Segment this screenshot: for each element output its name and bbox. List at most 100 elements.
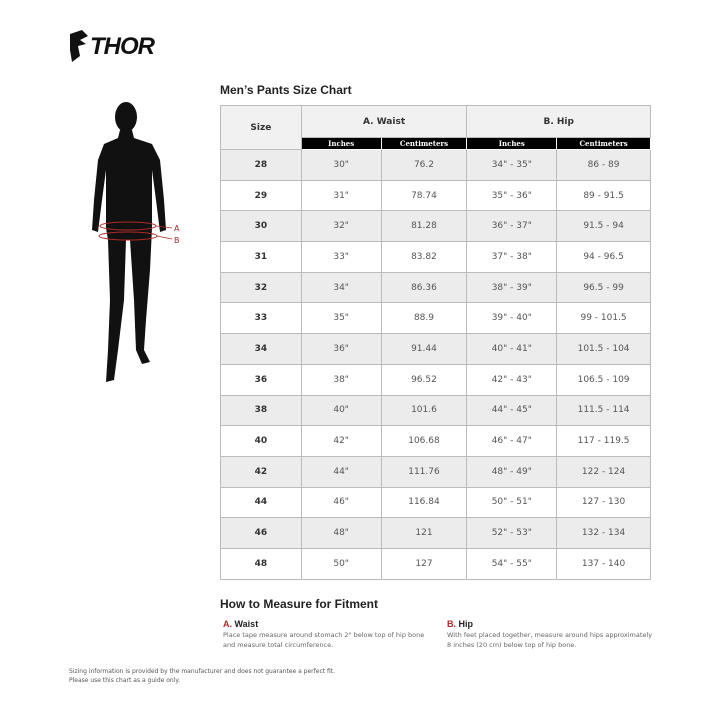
waist-cm-cell: 81.28: [380, 210, 468, 243]
waist-cm-cell: 83.82: [380, 241, 468, 273]
table-row: 36 38" 96.52 42" - 43" 106.5 - 109: [220, 363, 651, 396]
body-silhouette: A B: [92, 102, 180, 382]
table-row: 29 31" 78.74 35" - 36" 89 - 91.5: [220, 179, 651, 212]
waist-cm-cell: 106.68: [380, 425, 468, 457]
hip-instructions: B. Hip With feet placed together, measur…: [447, 619, 657, 650]
hip-cm-cell: 86 - 89: [556, 149, 651, 181]
waist-instructions: A. Waist Place tape measure around stoma…: [223, 619, 433, 650]
size-cell: 38: [220, 394, 302, 427]
waist-inches-cell: 38": [300, 363, 382, 396]
subheader: Centimeters: [380, 137, 468, 150]
waist-cm-cell: 91.44: [380, 333, 468, 365]
thor-logo: THOR: [68, 30, 173, 64]
waist-cm-cell: 127: [380, 547, 468, 580]
hip-cm-cell: 96.5 - 99: [556, 271, 651, 304]
hip-cm-cell: 99 - 101.5: [556, 302, 651, 335]
size-cell: 46: [220, 517, 302, 549]
waist-inches-cell: 46": [300, 486, 382, 519]
waist-inches-cell: 31": [300, 179, 382, 212]
table-row: 28 30" 76.2 34" - 35" 86 - 89: [220, 149, 651, 181]
subheader: Centimeters: [556, 137, 651, 150]
table-row: 48 50" 127 54" - 55" 137 - 140: [220, 547, 651, 580]
hip-cm-cell: 101.5 - 104: [556, 333, 651, 365]
table-row: 40 42" 106.68 46" - 47" 117 - 119.5: [220, 425, 651, 457]
table-row: 32 34" 86.36 38" - 39" 96.5 - 99: [220, 271, 651, 304]
hip-inches-cell: 44" - 45": [466, 394, 558, 427]
hip-inches-cell: 54" - 55": [466, 547, 558, 580]
waist-inches-cell: 33": [300, 241, 382, 273]
table-row: 46 48" 121 52" - 53" 132 - 134: [220, 517, 651, 549]
label-a: A: [174, 224, 180, 233]
waist-text: Place tape measure around stomach 2" bel…: [223, 631, 425, 649]
table-row: 30 32" 81.28 36" - 37" 91.5 - 94: [220, 210, 651, 243]
hip-text: With feet placed together, measure aroun…: [447, 631, 653, 649]
hip-cm-cell: 106.5 - 109: [556, 363, 651, 396]
hip-inches-cell: 36" - 37": [466, 210, 558, 243]
label-b: B: [174, 236, 180, 245]
hip-cm-cell: 127 - 130: [556, 486, 651, 519]
waist-inches-cell: 42": [300, 425, 382, 457]
table-row: 33 35" 88.9 39" - 40" 99 - 101.5: [220, 302, 651, 335]
subheader: Inches: [300, 137, 382, 150]
waist-cm-cell: 116.84: [380, 486, 468, 519]
disclaimer: Sizing information is provided by the ma…: [69, 667, 335, 685]
waist-inches-cell: 48": [300, 517, 382, 549]
waist-inches-cell: 44": [300, 455, 382, 488]
waist-cm-cell: 101.6: [380, 394, 468, 427]
table-row: 31 33" 83.82 37" - 38" 94 - 96.5: [220, 241, 651, 273]
size-cell: 31: [220, 241, 302, 273]
hip-inches-cell: 50" - 51": [466, 486, 558, 519]
size-cell: 42: [220, 455, 302, 488]
hip-cm-cell: 117 - 119.5: [556, 425, 651, 457]
hip-cm-cell: 111.5 - 114: [556, 394, 651, 427]
table-row: 44 46" 116.84 50" - 51" 127 - 130: [220, 486, 651, 519]
size-cell: 28: [220, 149, 302, 181]
hip-cm-cell: 122 - 124: [556, 455, 651, 488]
disclaimer-line: Please use this chart as a guide only.: [69, 677, 180, 684]
hip-cm-cell: 91.5 - 94: [556, 210, 651, 243]
waist-header: A. Waist: [300, 105, 468, 138]
waist-inches-cell: 40": [300, 394, 382, 427]
waist-inches-cell: 35": [300, 302, 382, 335]
howto-title: How to Measure for Fitment: [220, 597, 379, 611]
waist-inches-cell: 34": [300, 271, 382, 304]
hip-inches-cell: 37" - 38": [466, 241, 558, 273]
size-cell: 44: [220, 486, 302, 519]
helmet-icon: [70, 30, 88, 62]
hip-inches-cell: 38" - 39": [466, 271, 558, 304]
hip-inches-cell: 34" - 35": [466, 149, 558, 181]
waist-cm-cell: 76.2: [380, 149, 468, 181]
disclaimer-line: Sizing information is provided by the ma…: [69, 668, 336, 675]
waist-inches-cell: 30": [300, 149, 382, 181]
hip-inches-cell: 48" - 49": [466, 455, 558, 488]
waist-inches-cell: 36": [300, 333, 382, 365]
hip-cm-cell: 132 - 134: [556, 517, 651, 549]
hip-inches-cell: 52" - 53": [466, 517, 558, 549]
waist-cm-cell: 96.52: [380, 363, 468, 396]
waist-cm-cell: 86.36: [380, 271, 468, 304]
hip-inches-cell: 35" - 36": [466, 179, 558, 212]
size-cell: 48: [220, 547, 302, 580]
table-row: 38 40" 101.6 44" - 45" 111.5 - 114: [220, 394, 651, 427]
hip-inches-cell: 39" - 40": [466, 302, 558, 335]
hip-inches-cell: 40" - 41": [466, 333, 558, 365]
waist-inches-cell: 32": [300, 210, 382, 243]
size-cell: 30: [220, 210, 302, 243]
waist-cm-cell: 88.9: [380, 302, 468, 335]
waist-letter: A.: [223, 619, 232, 629]
hip-letter: B.: [447, 619, 456, 629]
hip-cm-cell: 89 - 91.5: [556, 179, 651, 212]
hip-inches-cell: 46" - 47": [466, 425, 558, 457]
waist-cm-cell: 78.74: [380, 179, 468, 212]
size-header: Size: [220, 105, 302, 150]
table-row: 42 44" 111.76 48" - 49" 122 - 124: [220, 455, 651, 488]
size-cell: 34: [220, 333, 302, 365]
waist-name: Waist: [234, 619, 259, 629]
size-chart-table: Size A. Waist B. Hip Inches Centimeters …: [220, 105, 651, 580]
hip-name: Hip: [458, 619, 474, 629]
hip-cm-cell: 137 - 140: [556, 547, 651, 580]
size-cell: 33: [220, 302, 302, 335]
waist-cm-cell: 121: [380, 517, 468, 549]
waist-inches-cell: 50": [300, 547, 382, 580]
hip-inches-cell: 42" - 43": [466, 363, 558, 396]
